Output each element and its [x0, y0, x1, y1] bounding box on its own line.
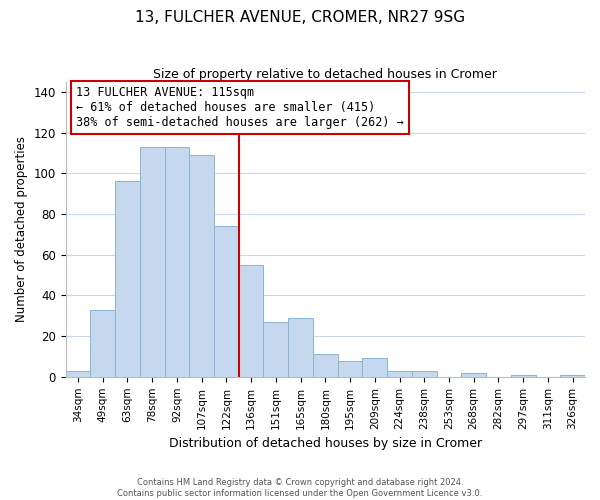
Y-axis label: Number of detached properties: Number of detached properties: [15, 136, 28, 322]
Bar: [65, 370, 91, 377]
Bar: [387, 370, 412, 377]
Bar: [412, 370, 437, 377]
Bar: [140, 147, 164, 377]
X-axis label: Distribution of detached houses by size in Cromer: Distribution of detached houses by size …: [169, 437, 482, 450]
Bar: [511, 375, 536, 377]
Bar: [190, 155, 214, 377]
Bar: [239, 265, 263, 377]
Text: Contains HM Land Registry data © Crown copyright and database right 2024.
Contai: Contains HM Land Registry data © Crown c…: [118, 478, 482, 498]
Text: 13 FULCHER AVENUE: 115sqm
← 61% of detached houses are smaller (415)
38% of semi: 13 FULCHER AVENUE: 115sqm ← 61% of detac…: [76, 86, 404, 129]
Bar: [362, 358, 387, 377]
Bar: [461, 372, 486, 377]
Bar: [313, 354, 338, 377]
Bar: [338, 360, 362, 377]
Bar: [115, 182, 140, 377]
Text: 13, FULCHER AVENUE, CROMER, NR27 9SG: 13, FULCHER AVENUE, CROMER, NR27 9SG: [135, 10, 465, 25]
Bar: [164, 147, 190, 377]
Bar: [288, 318, 313, 377]
Bar: [263, 322, 288, 377]
Title: Size of property relative to detached houses in Cromer: Size of property relative to detached ho…: [154, 68, 497, 80]
Bar: [560, 375, 585, 377]
Bar: [91, 310, 115, 377]
Bar: [214, 226, 239, 377]
